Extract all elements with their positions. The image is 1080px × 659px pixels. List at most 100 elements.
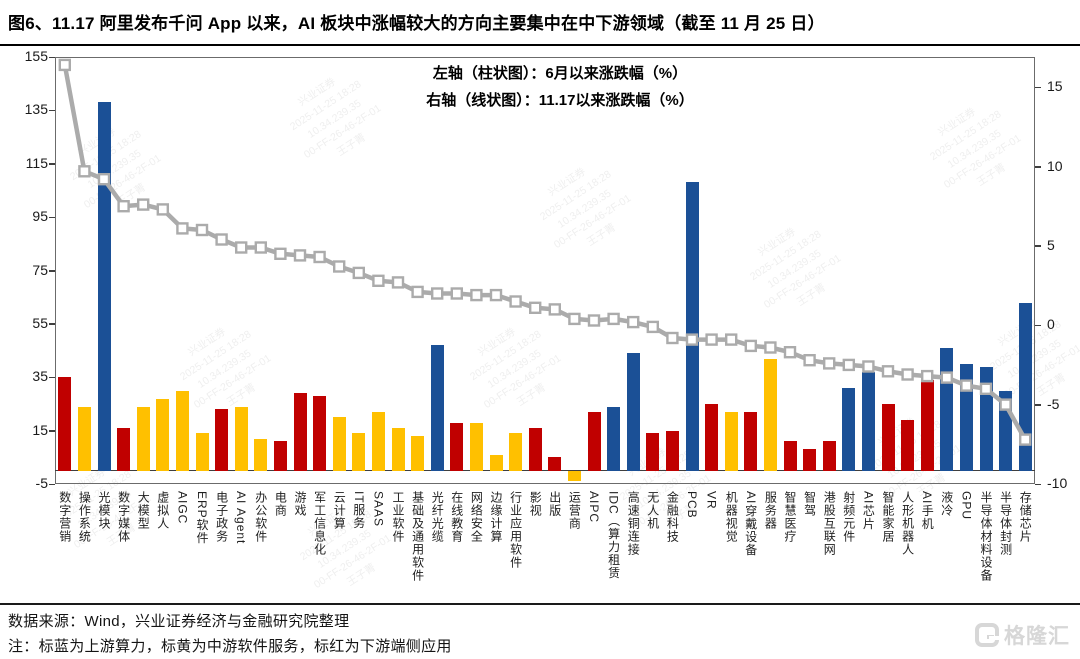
bar-数字营销 <box>58 377 72 471</box>
left-axis-tick-label: 95 <box>32 208 48 225</box>
x-axis-label: 边缘计算 <box>489 491 503 543</box>
line-marker <box>568 312 581 326</box>
bar-IT服务 <box>352 433 366 471</box>
line-marker <box>470 288 483 302</box>
x-axis-label: PCB <box>685 491 699 519</box>
x-axis-label: AI手机 <box>920 491 935 531</box>
line-marker <box>234 241 248 254</box>
x-axis-label: 人形机器人 <box>900 491 915 556</box>
bar-AIPC <box>587 411 601 471</box>
line-marker <box>391 276 405 289</box>
x-axis-label: AI芯片 <box>861 491 876 531</box>
data-source-note: 数据来源：Wind，兴业证券经济与金融研究院整理 <box>8 613 350 630</box>
bar-VR <box>705 403 719 471</box>
bar-无人机 <box>646 433 660 471</box>
bar-光模块 <box>97 102 111 471</box>
x-axis-label: 数字媒体 <box>116 491 131 543</box>
bar-射频元件 <box>842 387 856 471</box>
right-axis-tick <box>1035 324 1041 327</box>
legend-bar-series: 左轴（柱状图）：6月以来涨跌幅（%） <box>432 65 688 82</box>
bar-AI手机 <box>920 379 934 471</box>
line-marker <box>352 266 365 280</box>
x-axis-label: 虚拟人 <box>155 491 170 530</box>
bar-金融科技 <box>665 430 679 471</box>
footer-divider <box>0 603 1080 605</box>
left-axis-tick-label: 115 <box>25 154 48 171</box>
bar-工业软件 <box>391 427 405 471</box>
x-axis-label: AIGC <box>175 491 190 525</box>
x-axis-label: 无人机 <box>645 491 660 530</box>
line-marker <box>685 333 699 346</box>
x-axis-label: 数字营销 <box>57 491 72 543</box>
x-axis-label: AI穿戴设备 <box>743 491 758 557</box>
x-axis-label: 半导体材料设备 <box>979 491 993 582</box>
x-axis-label: 游戏 <box>293 491 307 517</box>
bar-智慧医疗 <box>783 441 797 471</box>
bar-AI Agent <box>234 406 248 471</box>
bar-虚拟人 <box>156 398 170 471</box>
line-marker <box>450 287 463 300</box>
x-axis-label: 智慧医疗 <box>783 491 797 543</box>
bar-电商 <box>273 441 287 471</box>
line-marker <box>529 301 542 315</box>
x-axis-label: 机器视觉 <box>724 491 739 543</box>
left-axis-tick-label: 35 <box>32 368 48 385</box>
plot-frame <box>55 57 1035 484</box>
line-marker <box>783 346 797 359</box>
line-marker <box>117 199 130 213</box>
bar-出版 <box>548 457 562 471</box>
x-axis-label: 出版 <box>547 491 562 517</box>
line-marker <box>823 357 836 370</box>
x-axis-label: 办公软件 <box>253 491 268 543</box>
line-marker <box>803 354 816 367</box>
x-axis-label: 电商 <box>273 491 288 517</box>
left-axis-tick <box>49 56 55 58</box>
left-axis-tick <box>49 430 55 432</box>
line-marker <box>705 333 718 346</box>
bar-港股互联网 <box>822 441 836 471</box>
line-marker <box>881 365 895 378</box>
line-marker <box>411 285 424 299</box>
right-axis-tick-label: 0 <box>1047 316 1055 333</box>
figure-title: 图6、11.17 阿里发布千问 App 以来，AI 板块中涨幅较大的方向主要集中… <box>0 0 1080 46</box>
line-marker <box>431 287 444 300</box>
line-marker <box>293 249 307 262</box>
right-axis-tick <box>1035 404 1041 406</box>
right-axis-tick-label: -10 <box>1047 475 1068 491</box>
line-marker <box>646 320 659 334</box>
line-marker <box>254 241 268 254</box>
line-marker <box>176 222 189 235</box>
line-marker <box>195 223 209 237</box>
line-marker <box>627 315 640 329</box>
x-axis-label: 光模块 <box>97 491 111 530</box>
bar-机器视觉 <box>724 411 738 471</box>
bar-基础及通用软件 <box>411 435 425 471</box>
x-axis-label: VR <box>704 491 719 510</box>
line-marker <box>744 339 757 353</box>
line-marker <box>215 233 228 246</box>
x-axis-label: 液冷 <box>939 491 954 517</box>
bar-影视 <box>528 427 542 471</box>
x-axis-label: 光纤光缆 <box>430 491 445 543</box>
x-axis-label: SAAS <box>371 491 386 528</box>
left-axis-tick-label: 55 <box>32 314 48 331</box>
bar-行业应用软件 <box>509 433 523 471</box>
left-axis-tick-label: 75 <box>32 261 48 278</box>
right-axis-tick-label: 5 <box>1047 236 1055 253</box>
x-axis-label: 云计算 <box>332 491 347 530</box>
line-marker <box>979 382 993 395</box>
gelonghui-logo: 格隆汇 <box>975 620 1070 650</box>
bar-大模型 <box>136 406 150 471</box>
x-axis-label: ERP软件 <box>195 491 209 545</box>
x-axis-label: 智驾 <box>802 491 817 517</box>
bar-云计算 <box>332 417 346 471</box>
x-axis-label: 高速铜连接 <box>626 491 641 556</box>
bar-PCB <box>685 182 699 471</box>
x-axis-label: 基础及通用软件 <box>410 491 425 582</box>
line-marker <box>489 288 503 302</box>
x-axis-label: IT服务 <box>351 491 366 530</box>
left-axis-tick <box>49 109 55 112</box>
bar-边缘计算 <box>489 454 503 471</box>
line-marker <box>960 379 973 392</box>
line-marker <box>725 333 738 346</box>
